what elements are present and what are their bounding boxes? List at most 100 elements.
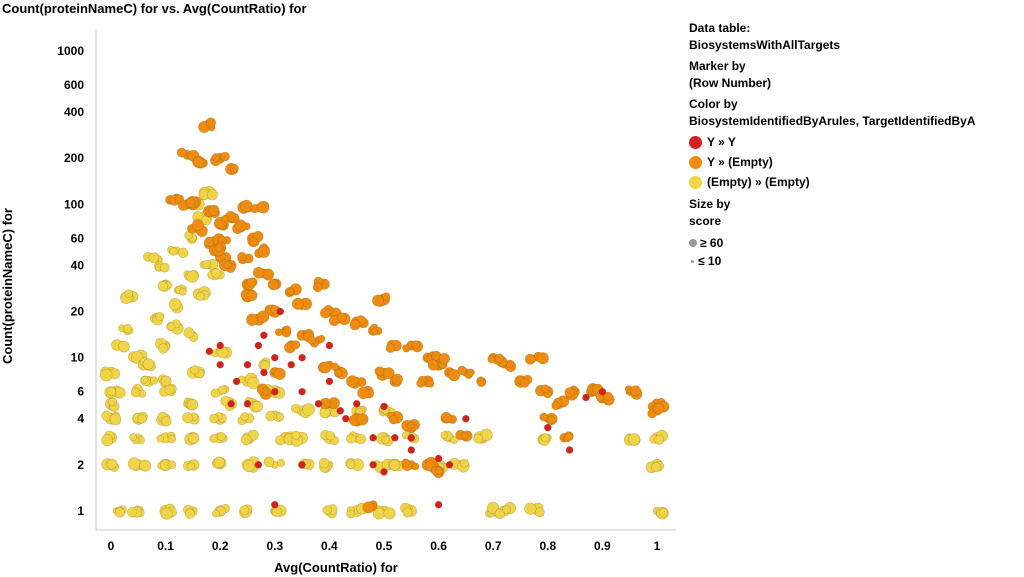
data-point	[380, 468, 388, 476]
data-point	[182, 412, 193, 424]
size-large-marker-icon	[689, 239, 697, 247]
legend-color-by-value: BiosystemIdentifiedByArules, TargetIdent…	[689, 114, 976, 128]
data-point	[243, 360, 252, 369]
data-point	[108, 397, 118, 407]
data-point	[209, 413, 219, 424]
data-point	[275, 435, 286, 446]
y-tick-label: 100	[64, 197, 84, 211]
x-tick-label: 0.4	[321, 539, 338, 553]
data-point	[261, 386, 272, 397]
data-point	[460, 431, 470, 441]
data-point	[524, 353, 536, 365]
x-tick-label: 0.3	[266, 539, 283, 553]
data-point	[357, 386, 370, 400]
x-tick-label: 1	[654, 539, 661, 553]
data-point	[565, 446, 574, 454]
data-point	[160, 507, 173, 520]
data-point	[356, 413, 369, 426]
legend-series-label: Y » Y	[707, 134, 736, 149]
data-point	[218, 385, 228, 395]
data-point	[186, 399, 199, 411]
data-point	[407, 433, 416, 442]
data-point	[237, 252, 247, 262]
data-point	[627, 433, 641, 446]
chart-title: Count(proteinNameC) for vs. Avg(CountRat…	[2, 1, 307, 16]
data-point	[276, 458, 286, 468]
data-point	[140, 375, 149, 384]
data-point	[547, 415, 556, 425]
data-point	[142, 358, 155, 370]
data-point	[402, 344, 411, 353]
data-point	[246, 277, 257, 288]
data-point	[603, 391, 613, 402]
data-point	[159, 262, 170, 273]
data-point	[325, 341, 334, 350]
data-point	[184, 508, 196, 519]
legend-data-table-name: BiosystemsWithAllTargets	[689, 38, 841, 52]
y-tick-label: 2	[77, 458, 84, 472]
data-point	[273, 367, 286, 380]
x-tick-labels: 0 0.1 0.2 0.3 0.4 0.5 0.6 0.7 0.8 0.9 1	[108, 539, 661, 553]
data-point	[543, 423, 552, 432]
data-point	[487, 355, 496, 364]
data-point	[208, 204, 220, 216]
data-point	[167, 460, 177, 470]
data-point	[127, 457, 141, 471]
data-point	[256, 200, 270, 214]
data-point	[201, 260, 212, 270]
data-point	[477, 378, 486, 388]
data-point	[370, 327, 379, 336]
x-tick-label: 0	[108, 539, 115, 553]
data-point	[127, 507, 138, 518]
legend-series-item: (Empty) » (Empty)	[689, 172, 976, 192]
data-point	[445, 460, 454, 469]
legend-size-by-label: Size by	[689, 197, 731, 211]
data-point	[334, 368, 343, 378]
x-axis-label: Avg(CountRatio) for	[274, 560, 398, 575]
data-point	[534, 507, 545, 518]
y-tick-label: 40	[71, 258, 85, 272]
data-point	[389, 459, 401, 471]
data-point	[582, 393, 590, 402]
data-point	[551, 401, 561, 411]
legend-marker-by-value: (Row Number)	[689, 76, 771, 90]
legend-size-by-value: score	[689, 214, 722, 228]
data-point	[494, 508, 505, 519]
legend-color-by-label: Color by	[689, 97, 738, 111]
data-point	[240, 434, 252, 445]
data-point	[291, 403, 301, 414]
data-point	[234, 219, 247, 232]
data-point	[254, 460, 263, 469]
data-point	[242, 460, 255, 473]
data-point	[187, 462, 195, 471]
data-point	[155, 312, 165, 322]
y-axis-label: Count(proteinNameC) for	[0, 208, 15, 364]
data-point	[539, 412, 549, 422]
data-point	[220, 151, 230, 162]
data-point	[362, 501, 375, 514]
data-point	[149, 376, 159, 385]
y-tick-label: 4	[77, 412, 84, 426]
data-point	[196, 292, 205, 301]
legend-data-table-label: Data table:	[689, 21, 751, 35]
data-point	[391, 373, 403, 385]
data-point	[148, 252, 160, 264]
data-point	[156, 434, 164, 443]
data-point	[540, 433, 550, 443]
x-tick-label: 0.2	[212, 539, 229, 553]
data-point	[274, 328, 283, 337]
data-point	[658, 507, 669, 518]
data-point	[341, 414, 350, 423]
y-tick-label: 400	[64, 105, 84, 119]
data-point	[352, 399, 361, 408]
legend-series-list: Y » Y Y » (Empty) (Empty) » (Empty)	[689, 132, 976, 192]
data-point	[99, 368, 113, 382]
data-point	[450, 436, 459, 444]
data-point	[187, 432, 200, 445]
data-point	[336, 406, 345, 415]
data-point	[411, 462, 420, 471]
data-point	[307, 335, 316, 345]
data-point	[221, 214, 230, 223]
data-point	[440, 411, 452, 423]
data-point	[411, 340, 420, 350]
